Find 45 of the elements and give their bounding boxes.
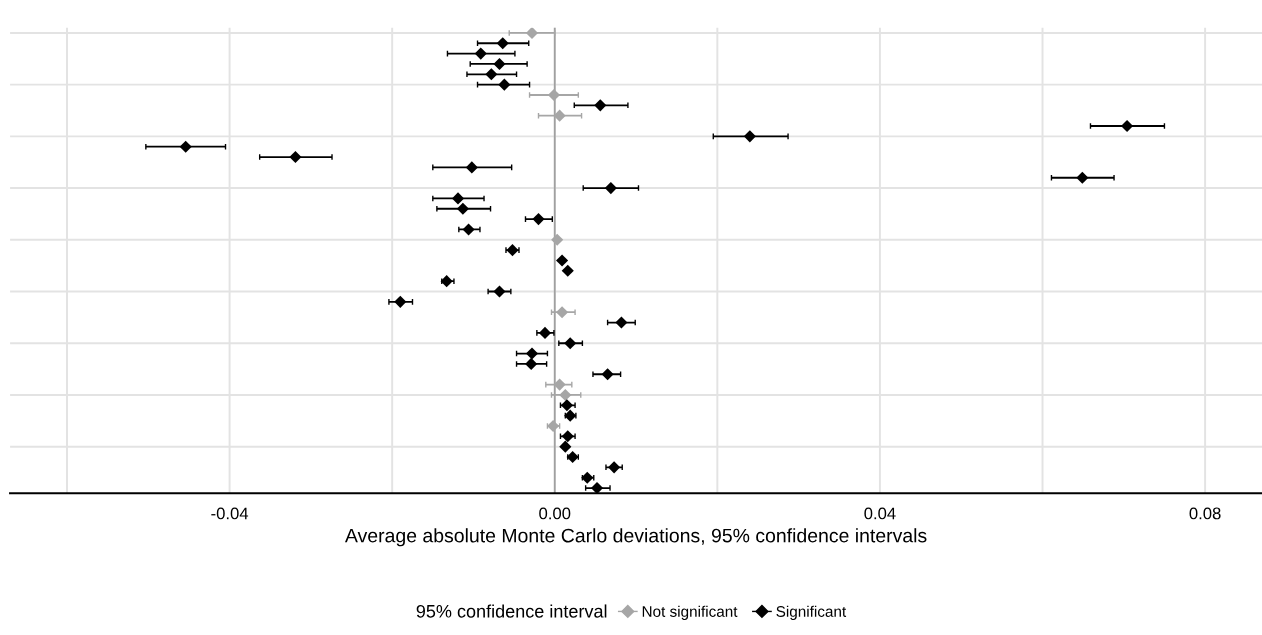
- point: [498, 78, 511, 91]
- point: [493, 57, 506, 71]
- point: [485, 68, 498, 81]
- legend-title: 95% confidence interval: [416, 604, 607, 618]
- point: [608, 461, 621, 474]
- point: [559, 440, 572, 453]
- point: [538, 326, 552, 339]
- point: [564, 337, 577, 350]
- point: [532, 213, 545, 226]
- point: [493, 285, 506, 298]
- point: [394, 295, 407, 308]
- point: [743, 130, 756, 143]
- point: [551, 233, 564, 246]
- point: [547, 88, 560, 102]
- x-tick-label: -0.04: [211, 507, 249, 520]
- point: [561, 264, 574, 277]
- point: [604, 182, 617, 195]
- point: [525, 27, 539, 39]
- legend-label: Not significant: [642, 605, 738, 620]
- point: [560, 399, 573, 412]
- x-tick-label: 0.08: [1189, 507, 1221, 520]
- point: [590, 481, 604, 494]
- point: [525, 347, 539, 360]
- x-tick-label: 0.04: [864, 507, 896, 520]
- x-tick-label: 0.00: [539, 507, 571, 520]
- point: [474, 47, 487, 60]
- point: [615, 316, 628, 329]
- point: [179, 140, 192, 153]
- point: [594, 99, 607, 112]
- legend-label: Significant: [776, 605, 847, 620]
- point: [556, 306, 569, 319]
- point: [559, 388, 572, 401]
- point: [1121, 119, 1134, 133]
- point: [561, 430, 574, 443]
- point: [556, 254, 569, 267]
- point: [456, 202, 469, 215]
- point: [496, 37, 509, 50]
- point: [525, 357, 538, 370]
- x-axis-title: Average absolute Monte Carlo deviations, 95% confidence intervals: [344, 528, 927, 547]
- point: [1076, 171, 1089, 184]
- point: [451, 192, 465, 205]
- point: [462, 223, 475, 236]
- point: [289, 150, 302, 164]
- point: [601, 368, 614, 381]
- point: [465, 161, 478, 174]
